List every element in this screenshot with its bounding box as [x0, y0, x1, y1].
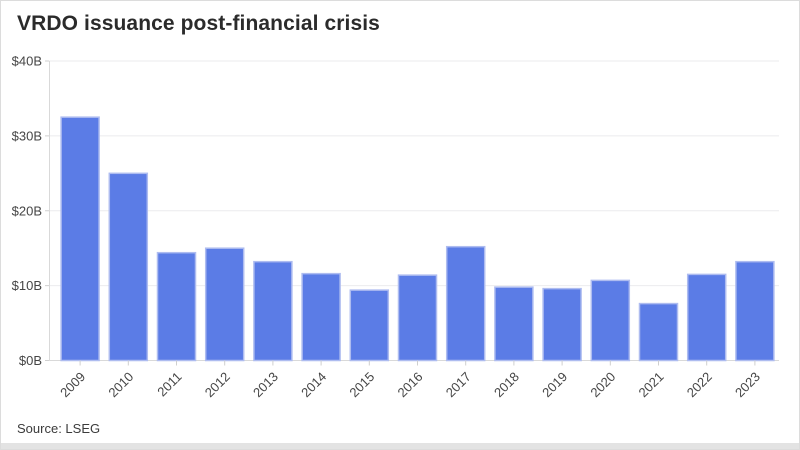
x-tick-label: 2017: [443, 369, 474, 400]
bar-2013: [253, 260, 293, 362]
source-note: Source: LSEG: [17, 421, 101, 436]
chart-title: VRDO issuance post-financial crisis: [17, 12, 380, 35]
bar-2020: [590, 279, 631, 362]
bar-2017: [445, 245, 486, 362]
y-tick-label: $40B: [12, 54, 42, 69]
y-tick-label: $10B: [12, 278, 42, 293]
x-tick-label: 2022: [684, 369, 715, 400]
x-tick-label: 2011: [154, 369, 184, 399]
bar-2016: [397, 274, 438, 362]
bar-2011: [156, 251, 197, 362]
bar-2023: [735, 260, 775, 362]
x-tick-label: 2012: [202, 369, 233, 400]
x-tick-label: 2013: [250, 369, 281, 400]
bar-2019: [542, 287, 582, 362]
bar-2012: [204, 247, 245, 362]
y-tick-label: $0B: [19, 353, 42, 368]
x-tick-label: 2020: [587, 369, 618, 400]
x-tick-label: 2015: [346, 369, 377, 400]
x-tick-label: 2021: [636, 369, 667, 400]
bar-2022: [686, 273, 727, 362]
bar-2015: [349, 289, 390, 362]
x-tick-label: 2018: [491, 369, 522, 400]
y-tick-label: $20B: [12, 203, 42, 218]
bottom-strip: [1, 443, 799, 449]
x-tick-label: 2023: [732, 369, 763, 400]
x-tick-label: 2009: [57, 369, 88, 400]
y-tick-label: $30B: [12, 128, 42, 143]
x-tick-label: 2019: [539, 369, 570, 400]
x-tick-label: 2016: [395, 369, 426, 400]
bar-2014: [301, 272, 341, 362]
x-tick-label: 2014: [298, 369, 329, 400]
x-tick-label: 2010: [105, 369, 136, 400]
bar-2021: [638, 302, 679, 362]
bar-2009: [60, 116, 100, 362]
bar-2010: [108, 172, 149, 362]
bar-2018: [494, 286, 534, 362]
